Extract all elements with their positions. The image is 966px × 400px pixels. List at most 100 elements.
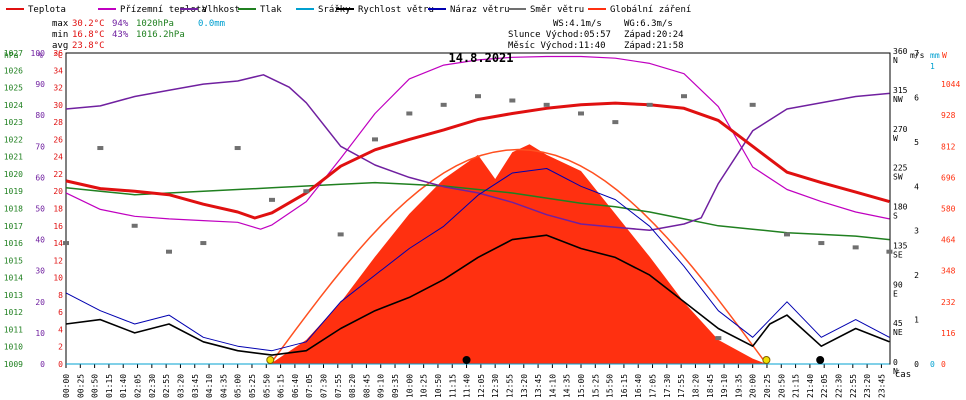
direction-axis-label: E bbox=[893, 289, 898, 298]
legend-label: Směr větru bbox=[530, 5, 584, 15]
celsius-axis-tick: 36 bbox=[53, 49, 63, 58]
plot-area bbox=[63, 55, 893, 365]
chart-title: 14.8.2021 bbox=[448, 51, 513, 65]
wind-direction-point bbox=[681, 94, 687, 99]
wind-direction-point bbox=[818, 241, 825, 246]
hpa-axis-tick: 1012 bbox=[4, 308, 23, 317]
direction-axis-tick: 90 bbox=[893, 280, 903, 289]
ms-axis-tick: 6 bbox=[914, 93, 919, 102]
stats-block: max 30.2°C 94% 1020hPa 0.0mm min 16.8°C … bbox=[52, 19, 684, 51]
stat-max-rain: 0.0mm bbox=[198, 19, 225, 29]
time-axis-tick: 07:55 bbox=[334, 374, 343, 398]
hpa-axis-tick: 1013 bbox=[4, 291, 23, 300]
time-axis-tick: 22:30 bbox=[835, 374, 844, 398]
percent-axis-tick: 0 bbox=[40, 360, 45, 369]
stat-max-label: max bbox=[52, 19, 69, 29]
ground-temperature-line bbox=[65, 55, 890, 230]
radiation-axis-tick: 116 bbox=[941, 329, 956, 338]
hpa-axis-tick: 1017 bbox=[4, 222, 23, 231]
sun-rise-info: Slunce Východ:05:57 bbox=[508, 30, 611, 40]
celsius-axis-tick: 14 bbox=[53, 239, 63, 248]
time-axis-tick: 16:15 bbox=[620, 374, 629, 398]
wind-direction-point bbox=[886, 249, 893, 254]
percent-axis-tick: 50 bbox=[35, 205, 45, 214]
radiation-axis-tick: 696 bbox=[941, 173, 956, 182]
stat-max-temp: 30.2°C bbox=[72, 19, 105, 29]
celsius-axis-tick: 0 bbox=[58, 360, 63, 369]
stat-min-temp: 16.8°C bbox=[72, 30, 105, 40]
legend-label: Přízemní teplota bbox=[120, 5, 207, 15]
time-axis-tick: 14:10 bbox=[548, 374, 557, 398]
celsius-axis-tick: 34 bbox=[53, 66, 63, 75]
wind-direction-point bbox=[440, 102, 447, 107]
radiation-axis-tick: 812 bbox=[941, 142, 956, 151]
time-axis-tick: 15:25 bbox=[591, 374, 600, 398]
time-axis-tick: 04:35 bbox=[219, 374, 228, 398]
time-axis-tick: 02:30 bbox=[148, 374, 157, 398]
percent-axis-tick: 20 bbox=[35, 298, 45, 307]
radiation-axis-tick: 232 bbox=[941, 298, 956, 307]
time-axis-tick: 13:20 bbox=[520, 374, 529, 398]
sunset-marker bbox=[762, 356, 771, 364]
wind-direction-point bbox=[509, 98, 516, 103]
stat-min-hum: 43% bbox=[112, 30, 129, 40]
ms-axis-tick: 2 bbox=[914, 271, 919, 280]
ms-axis-unit: m/s bbox=[910, 51, 925, 60]
celsius-axis-tick: 8 bbox=[58, 291, 63, 300]
moonrise-marker bbox=[462, 356, 471, 364]
direction-axis-tick: 180 bbox=[893, 203, 908, 212]
celsius-axis-tick: 22 bbox=[53, 170, 63, 179]
time-axis-tick: 20:00 bbox=[749, 374, 758, 398]
ms-axis-tick: 0 bbox=[914, 360, 919, 369]
time-axis-tick: 01:40 bbox=[119, 374, 128, 398]
celsius-axis-tick: 2 bbox=[58, 343, 63, 352]
humidity-line bbox=[65, 74, 890, 232]
time-axis-tick: 10:00 bbox=[405, 374, 414, 398]
hpa-axis-tick: 1022 bbox=[4, 135, 23, 144]
wind-speed-info: WS:4.1m/s bbox=[553, 19, 602, 29]
percent-axis-tick: 90 bbox=[35, 80, 45, 89]
celsius-axis-tick: 32 bbox=[53, 84, 63, 93]
time-axis-tick: 23:45 bbox=[877, 374, 886, 398]
ms-axis-tick: 4 bbox=[914, 182, 919, 191]
time-axis-tick: 03:45 bbox=[191, 374, 200, 398]
time-axis-tick: 09:35 bbox=[391, 374, 400, 398]
percent-axis-tick: 80 bbox=[35, 111, 45, 120]
time-axis-tick: 08:20 bbox=[348, 374, 357, 398]
wind-direction-point bbox=[234, 146, 241, 151]
percent-axis-tick: 60 bbox=[35, 173, 45, 182]
time-axis-tick: 12:05 bbox=[477, 374, 486, 398]
direction-axis-tick: 0 bbox=[893, 358, 898, 367]
celsius-axis-tick: 30 bbox=[53, 101, 63, 110]
time-axis-tick: 19:10 bbox=[720, 374, 729, 398]
moon-rise-info: Měsíc Východ:11:40 bbox=[508, 41, 606, 51]
mm-axis-tick: 0 bbox=[930, 360, 935, 369]
hpa-axis-unit: hPa bbox=[4, 51, 19, 60]
radiation-axis-tick: 0 bbox=[941, 360, 946, 369]
stat-max-hum: 94% bbox=[112, 19, 129, 29]
stat-avg-temp: 23.8°C bbox=[72, 41, 105, 51]
time-axis-tick: 07:05 bbox=[305, 374, 314, 398]
time-axis-tick: 22:55 bbox=[849, 374, 858, 398]
hpa-axis-tick: 1027 bbox=[4, 49, 23, 58]
percent-axis-tick: 40 bbox=[35, 236, 45, 245]
percent-axis-tick: 100 bbox=[31, 49, 46, 58]
wind-direction-point bbox=[612, 120, 619, 125]
time-axis-tick: 03:20 bbox=[176, 374, 185, 398]
mm-axis-tick: 1 bbox=[930, 62, 935, 71]
direction-axis-label: SW bbox=[893, 173, 903, 182]
time-axis-tick: 18:45 bbox=[706, 374, 715, 398]
radiation-axis-tick: 928 bbox=[941, 111, 956, 120]
direction-axis-label: N bbox=[893, 367, 898, 376]
direction-axis-tick: 315 bbox=[893, 86, 908, 95]
wind-direction-point bbox=[406, 111, 413, 116]
time-axis-tick: 21:40 bbox=[806, 374, 815, 398]
time-axis-tick: 11:40 bbox=[463, 374, 472, 398]
time-axis-tick: 23:20 bbox=[863, 374, 872, 398]
hpa-axis-tick: 1010 bbox=[4, 343, 23, 352]
direction-axis-label: W bbox=[893, 134, 898, 143]
celsius-axis-tick: 24 bbox=[53, 153, 63, 162]
percent-axis-tick: 30 bbox=[35, 267, 45, 276]
hpa-axis-tick: 1009 bbox=[4, 360, 23, 369]
celsius-axis-tick: 10 bbox=[53, 274, 63, 283]
